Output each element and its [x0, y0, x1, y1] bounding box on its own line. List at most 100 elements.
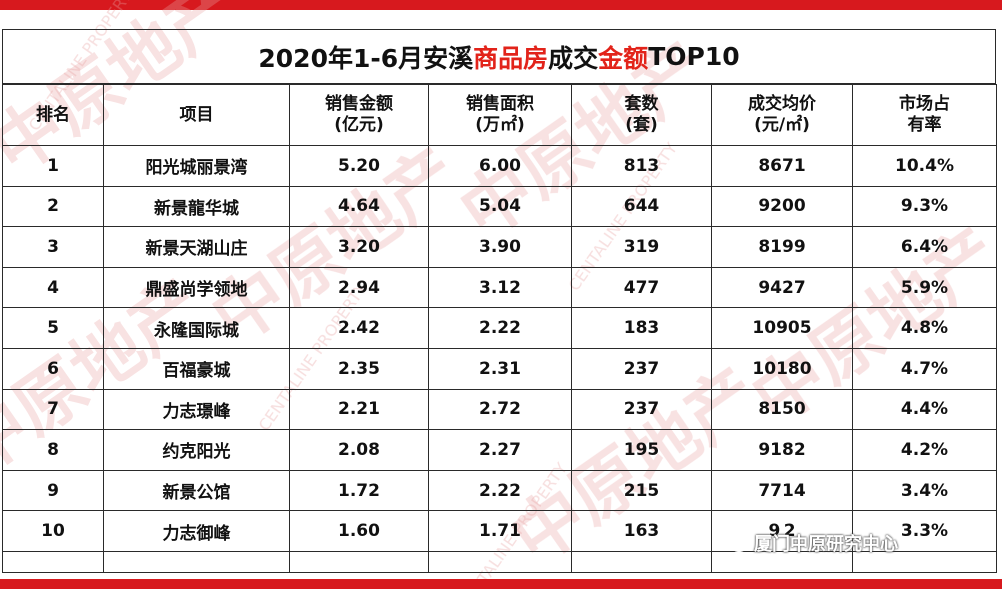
cell-share: 3.3%	[852, 510, 997, 552]
cell-rank: 3	[2, 226, 104, 268]
wechat-account-name: 厦门中原研究中心	[754, 534, 898, 555]
table-row: 4 鼎盛尚学领地 2.94 3.12 477 9427 5.9%	[2, 266, 997, 309]
empty-cell	[2, 550, 104, 573]
title-part1: 2020年1-6月安溪	[258, 43, 474, 73]
cell-area: 2.22	[428, 469, 572, 512]
table-row: 7 力志璟峰 2.21 2.72 237 8150 4.4%	[2, 388, 997, 431]
cell-units: 237	[571, 347, 712, 390]
cell-units: 163	[571, 510, 712, 552]
cell-amount: 2.08	[289, 429, 429, 471]
cell-price: 9427	[711, 266, 853, 309]
cell-price: 8671	[711, 145, 853, 187]
table-row: 9 新景公馆 1.72 2.22 215 7714 3.4%	[2, 469, 997, 512]
title-part3: TOP10	[648, 42, 740, 71]
cell-share: 10.4%	[852, 145, 997, 187]
empty-cell	[289, 550, 429, 573]
empty-cell	[852, 550, 997, 573]
title-part2: 成交	[548, 43, 599, 73]
cell-area: 1.71	[428, 510, 572, 552]
table-row: 2 新景龍华城 4.64 5.04 644 9200 9.3%	[2, 185, 997, 228]
cell-amount: 2.35	[289, 347, 429, 390]
header-amount: 销售金额 (亿元)	[289, 84, 429, 146]
cell-share: 4.8%	[852, 307, 997, 349]
cell-share: 5.9%	[852, 266, 997, 309]
cell-price: 10180	[711, 347, 853, 390]
cell-rank: 5	[2, 307, 104, 349]
cell-rank: 7	[2, 388, 104, 431]
title-highlight-2: 金额	[598, 43, 649, 73]
cell-price: 9200	[711, 185, 853, 228]
cell-rank: 1	[2, 145, 104, 187]
sales-ranking-table: 排名 项目 销售金额 (亿元) 销售面积 (万㎡) 套数 (套) 成交均价 (元/㎡) …	[2, 84, 997, 573]
cell-rank: 8	[2, 429, 104, 471]
cell-area: 2.22	[428, 307, 572, 349]
cell-price: 7714	[711, 469, 853, 512]
cell-price: 8150	[711, 388, 853, 431]
cell-rank: 2	[2, 185, 104, 228]
empty-cell	[103, 550, 290, 573]
ranking-table-sheet: 2020年1-6月安溪 商品房 成交 金额 TOP10 排名 项目 销售金额 (亿元) 销…	[2, 29, 997, 578]
bottom-red-bar	[0, 579, 1002, 589]
table-row: 10 力志御峰 1.60 1.71 163 9 2 3.3%	[2, 510, 997, 552]
cell-project: 约克阳光	[103, 429, 290, 471]
cell-amount: 1.72	[289, 469, 429, 512]
table-row: 6 百福豪城 2.35 2.31 237 10180 4.7%	[2, 347, 997, 390]
header-rank: 排名	[2, 84, 104, 146]
header-row: 排名 项目 销售金额 (亿元) 销售面积 (万㎡) 套数 (套) 成交均价 (元/㎡) …	[2, 84, 997, 146]
cell-share: 6.4%	[852, 226, 997, 268]
empty-row	[2, 550, 997, 573]
cell-rank: 9	[2, 469, 104, 512]
cell-project: 阳光城丽景湾	[103, 145, 290, 187]
table-row: 1 阳光城丽景湾 5.20 6.00 813 8671 10.4%	[2, 145, 997, 187]
cell-share: 4.4%	[852, 388, 997, 431]
cell-area: 2.72	[428, 388, 572, 431]
cell-project: 力志璟峰	[103, 388, 290, 431]
cell-area: 3.12	[428, 266, 572, 309]
title-highlight-1: 商品房	[473, 43, 549, 73]
top-red-bar	[0, 0, 1002, 10]
cell-project: 新景公馆	[103, 469, 290, 512]
cell-units: 183	[571, 307, 712, 349]
cell-units: 319	[571, 226, 712, 268]
cell-project: 百福豪城	[103, 347, 290, 390]
cell-area: 2.31	[428, 347, 572, 390]
cell-amount: 4.64	[289, 185, 429, 228]
cell-price: 9182	[711, 429, 853, 471]
cell-units: 195	[571, 429, 712, 471]
cell-project: 永隆国际城	[103, 307, 290, 349]
cell-share: 4.7%	[852, 347, 997, 390]
cell-share: 4.2%	[852, 429, 997, 471]
cell-price: 10905	[711, 307, 853, 349]
cell-amount: 3.20	[289, 226, 429, 268]
cell-project: 鼎盛尚学领地	[103, 266, 290, 309]
wechat-account-watermark: 厦门中原研究中心	[722, 530, 898, 556]
cell-units: 813	[571, 145, 712, 187]
header-price: 成交均价 (元/㎡)	[711, 84, 853, 146]
cell-amount: 2.94	[289, 266, 429, 309]
cell-project: 力志御峰	[103, 510, 290, 552]
header-share: 市场占 有率	[852, 84, 997, 146]
empty-cell	[428, 550, 572, 573]
cell-amount: 1.60	[289, 510, 429, 552]
cell-rank: 4	[2, 266, 104, 309]
cell-area: 3.90	[428, 226, 572, 268]
cell-price: 8199	[711, 226, 853, 268]
cell-amount: 2.21	[289, 388, 429, 431]
wechat-icon	[722, 533, 748, 552]
cell-units: 237	[571, 388, 712, 431]
cell-project: 新景天湖山庄	[103, 226, 290, 268]
cell-area: 2.27	[428, 429, 572, 471]
cell-units: 477	[571, 266, 712, 309]
table-title: 2020年1-6月安溪 商品房 成交 金额 TOP10	[2, 29, 996, 84]
cell-amount: 5.20	[289, 145, 429, 187]
cell-area: 5.04	[428, 185, 572, 228]
cell-rank: 10	[2, 510, 104, 552]
cell-units: 644	[571, 185, 712, 228]
table-row: 8 约克阳光 2.08 2.27 195 9182 4.2%	[2, 429, 997, 471]
cell-amount: 2.42	[289, 307, 429, 349]
table-row: 3 新景天湖山庄 3.20 3.90 319 8199 6.4%	[2, 226, 997, 268]
cell-rank: 6	[2, 347, 104, 390]
cell-share: 3.4%	[852, 469, 997, 512]
cell-price: 9 2	[711, 510, 853, 552]
cell-share: 9.3%	[852, 185, 997, 228]
